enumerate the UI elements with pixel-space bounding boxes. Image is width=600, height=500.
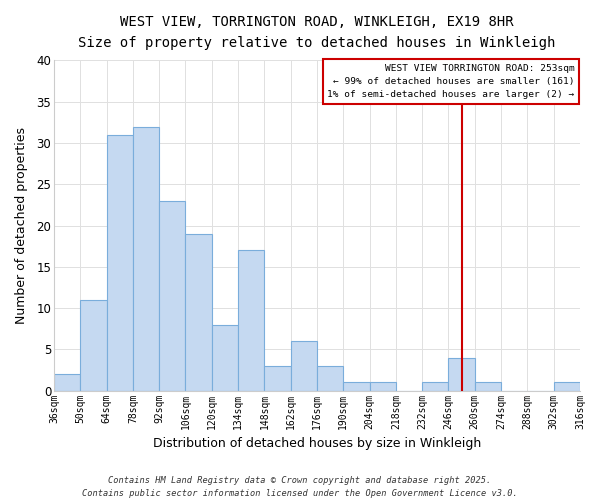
Bar [290,341,317,390]
Bar [422,382,448,390]
Title: WEST VIEW, TORRINGTON ROAD, WINKLEIGH, EX19 8HR
Size of property relative to det: WEST VIEW, TORRINGTON ROAD, WINKLEIGH, E… [79,15,556,50]
Bar [54,374,80,390]
Bar [554,382,580,390]
Y-axis label: Number of detached properties: Number of detached properties [15,127,28,324]
Bar [159,201,185,390]
Text: WEST VIEW TORRINGTON ROAD: 253sqm
← 99% of detached houses are smaller (161)
1% : WEST VIEW TORRINGTON ROAD: 253sqm ← 99% … [328,64,575,99]
Text: Contains HM Land Registry data © Crown copyright and database right 2025.
Contai: Contains HM Land Registry data © Crown c… [82,476,518,498]
Bar [185,234,212,390]
Bar [80,300,107,390]
X-axis label: Distribution of detached houses by size in Winkleigh: Distribution of detached houses by size … [153,437,481,450]
Bar [212,324,238,390]
Bar [265,366,290,390]
Bar [475,382,501,390]
Bar [133,126,159,390]
Bar [448,358,475,390]
Bar [238,250,265,390]
Bar [317,366,343,390]
Bar [343,382,370,390]
Bar [370,382,396,390]
Bar [107,135,133,390]
